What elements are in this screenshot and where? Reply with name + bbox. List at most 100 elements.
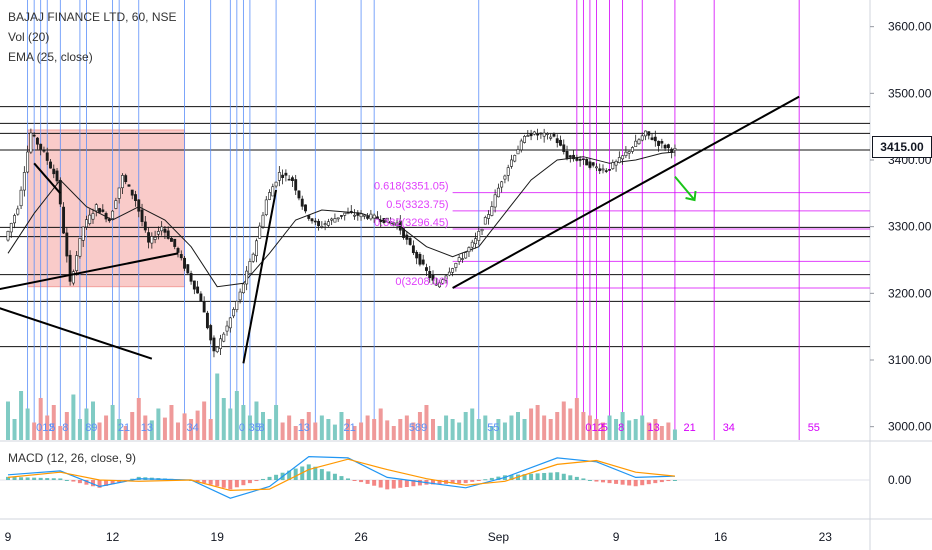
- candle: [356, 212, 360, 216]
- macd-histogram-bar: [38, 477, 43, 480]
- macd-histogram-bar: [450, 480, 455, 484]
- symbol-legend[interactable]: BAJAJ FINANCE LTD, 60, NSE: [8, 10, 177, 24]
- macd-histogram-bar: [352, 480, 357, 481]
- fib-time-label: 13: [298, 422, 310, 434]
- volume-bar: [411, 422, 416, 440]
- candle: [431, 274, 435, 281]
- candle: [421, 259, 425, 265]
- time-tick-label: 19: [211, 530, 225, 544]
- trend-line: [0, 307, 153, 360]
- candle: [454, 262, 458, 268]
- candle: [55, 170, 59, 182]
- macd-histogram-bar: [6, 476, 10, 480]
- candle: [405, 234, 409, 240]
- forecast-arrow: [674, 176, 696, 201]
- volume-bar: [38, 398, 43, 440]
- candle: [487, 214, 491, 219]
- macd-legend[interactable]: MACD (12, 26, close, 9): [8, 451, 137, 465]
- macd-histogram-bar: [313, 466, 318, 480]
- volume-bar: [457, 422, 462, 440]
- candle: [457, 257, 461, 262]
- volume-bar: [313, 422, 318, 440]
- macd-histogram-bar: [130, 478, 135, 480]
- candle: [153, 236, 157, 240]
- volume-bar: [476, 419, 481, 440]
- fib-time-label: 13: [648, 422, 660, 434]
- candle: [147, 232, 151, 243]
- candle: [581, 158, 585, 161]
- volume-bar: [483, 415, 488, 440]
- candle: [16, 208, 20, 215]
- candle: [389, 221, 392, 223]
- macd-histogram-bar: [581, 478, 586, 480]
- candle: [604, 170, 608, 172]
- ema-legend[interactable]: EMA (25, close): [8, 50, 93, 64]
- candle: [13, 215, 16, 224]
- candle: [480, 229, 484, 232]
- candle: [438, 282, 441, 288]
- candle: [75, 255, 79, 271]
- candle: [297, 190, 301, 199]
- macd-histogram-bar: [659, 480, 664, 483]
- macd-histogram-bar: [326, 471, 331, 480]
- candle: [372, 214, 376, 219]
- volume-bar: [274, 405, 279, 440]
- candle: [366, 216, 370, 219]
- candle: [98, 208, 101, 213]
- macd-histogram-bar: [254, 480, 259, 482]
- volume-bar: [594, 419, 599, 440]
- macd-histogram-bar: [411, 480, 416, 487]
- volume-bar: [646, 422, 651, 440]
- volume-bar: [372, 419, 377, 440]
- volume-bar: [653, 419, 658, 440]
- candle: [519, 140, 523, 151]
- volume-bar: [215, 373, 220, 440]
- candle: [9, 222, 13, 233]
- candle: [477, 231, 481, 241]
- fib-time-label: 55: [487, 422, 499, 434]
- volume-legend[interactable]: Vol (20): [8, 30, 50, 44]
- macd-histogram-bar: [58, 478, 63, 480]
- macd-histogram-bar: [228, 480, 233, 490]
- volume-bar: [568, 408, 573, 440]
- candle: [150, 236, 154, 244]
- fib-time-label: 13: [141, 422, 153, 434]
- volume-bar: [45, 415, 50, 440]
- candle: [156, 231, 160, 235]
- candle: [595, 166, 598, 169]
- candle: [496, 187, 500, 198]
- volume-bar: [496, 419, 501, 440]
- macd-histogram-bar: [542, 472, 547, 480]
- volume-bar: [77, 419, 82, 440]
- candle: [653, 136, 657, 142]
- fib-time-label: 8: [62, 422, 68, 434]
- candle: [575, 157, 579, 161]
- macd-histogram-bar: [221, 480, 226, 488]
- candle: [284, 172, 288, 176]
- candle: [529, 133, 533, 137]
- candle: [617, 157, 621, 163]
- volume-bar: [12, 419, 17, 440]
- candle: [650, 137, 654, 140]
- volume-bar: [581, 412, 586, 440]
- candle: [516, 149, 520, 155]
- candle: [232, 309, 236, 317]
- candle: [228, 317, 232, 329]
- candle: [101, 209, 105, 212]
- volume-bar: [385, 420, 390, 440]
- price-tick-label: 3000.00: [888, 420, 932, 434]
- volume-bar: [444, 415, 449, 440]
- candle: [588, 161, 592, 168]
- candle: [22, 172, 26, 191]
- candle: [513, 155, 517, 162]
- macd-histogram-bar: [12, 477, 17, 480]
- volume-bar: [319, 415, 324, 440]
- candle: [343, 212, 347, 216]
- fib-time-label: 35: [249, 422, 261, 434]
- volume-bar: [450, 419, 455, 440]
- candle: [68, 254, 72, 282]
- candle: [611, 162, 615, 170]
- volume-bar: [463, 412, 468, 440]
- volume-bar: [529, 408, 534, 440]
